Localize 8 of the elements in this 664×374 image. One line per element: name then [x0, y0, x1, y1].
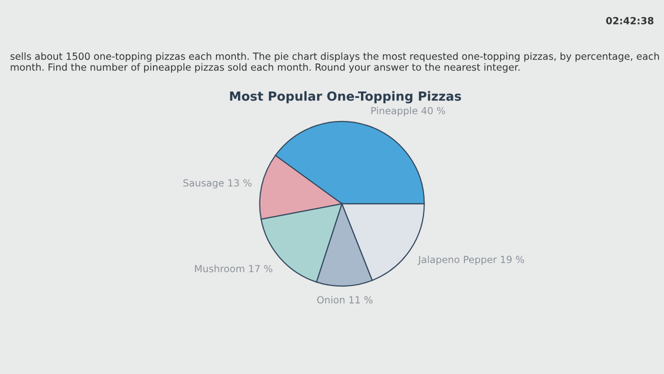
slice-label: Onion 11 %	[317, 296, 373, 304]
slice-label: Pineapple 40 %	[371, 106, 446, 116]
slice-label: Jalapeno Pepper 19 %	[418, 256, 524, 266]
slice-label: Sausage 13 %	[183, 179, 252, 188]
slice-label: Mushroom 17 %	[195, 264, 272, 272]
text: 02:42:38	[606, 17, 654, 24]
text: sells about 1500 one-topping pizzas each month. The pie chart displays the most requested one-topping pizzas, by percentage, each month. Find the number of pineapple pizzas sold each month. Round your answer to the nearest integer.	[10, 52, 659, 73]
chart-title: Most Popular One-Topping Pizzas	[230, 91, 462, 104]
